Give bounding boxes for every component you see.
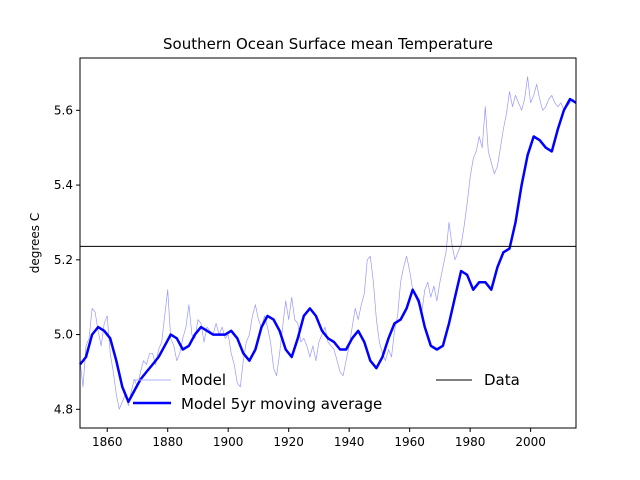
x-tick-label: 1880 bbox=[152, 435, 183, 449]
y-tick-label: 5.2 bbox=[54, 253, 73, 267]
chart-title: Southern Ocean Surface mean Temperature bbox=[163, 35, 493, 53]
y-tick-label: 5.0 bbox=[54, 328, 73, 342]
legend-label-model: Model bbox=[181, 371, 226, 389]
x-tick-label: 1960 bbox=[394, 435, 425, 449]
y-tick-label: 4.8 bbox=[54, 402, 73, 416]
legend-label-moving-average: Model 5yr moving average bbox=[181, 395, 382, 413]
y-axis-label: degrees C bbox=[28, 213, 42, 274]
x-axis-ticks: 1860 1880 1900 1920 1940 1960 1980 2000 bbox=[92, 428, 546, 449]
y-tick-label: 5.4 bbox=[54, 178, 73, 192]
legend-label-data: Data bbox=[484, 371, 520, 389]
x-tick-label: 1980 bbox=[455, 435, 486, 449]
y-tick-label: 5.6 bbox=[54, 103, 73, 117]
x-tick-label: 1940 bbox=[334, 435, 365, 449]
x-tick-label: 1860 bbox=[92, 435, 123, 449]
x-tick-label: 1900 bbox=[213, 435, 244, 449]
series-line-moving-average bbox=[79, 97, 577, 404]
legend: Model Model 5yr moving average Data bbox=[133, 371, 520, 413]
series-line-model bbox=[79, 76, 577, 410]
series-layer bbox=[79, 76, 577, 410]
x-tick-label: 1920 bbox=[273, 435, 304, 449]
x-tick-label: 2000 bbox=[515, 435, 546, 449]
y-axis-ticks: 4.8 5.0 5.2 5.4 5.6 bbox=[54, 103, 80, 416]
plot-frame bbox=[79, 57, 577, 429]
